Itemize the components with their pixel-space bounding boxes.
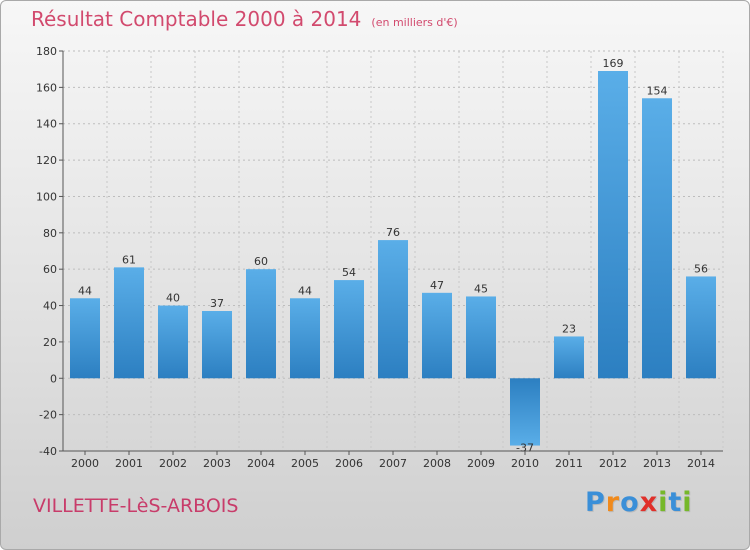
y-tick-label: 100 bbox=[36, 190, 57, 203]
value-label-2007: 76 bbox=[386, 226, 400, 239]
value-label-2001: 61 bbox=[122, 253, 136, 266]
bar-2006 bbox=[334, 280, 364, 379]
bar-2013 bbox=[642, 98, 672, 379]
y-tick-label: 140 bbox=[36, 118, 57, 131]
value-label-2009: 45 bbox=[474, 282, 488, 295]
value-label-2004: 60 bbox=[254, 255, 268, 268]
bar-2008 bbox=[422, 292, 452, 379]
chart-title: Résultat Comptable 2000 à 2014 (en millie… bbox=[31, 7, 458, 31]
bar-2005 bbox=[290, 298, 320, 379]
x-tick-label-2000: 2000 bbox=[71, 457, 99, 470]
bar-2012 bbox=[598, 71, 628, 379]
x-tick-label-2004: 2004 bbox=[247, 457, 275, 470]
bar-2000 bbox=[70, 298, 100, 379]
y-tick-label: 120 bbox=[36, 154, 57, 167]
proxiti-logo[interactable]: Proxiti bbox=[585, 487, 693, 518]
value-label-2005: 44 bbox=[298, 284, 312, 297]
value-label-2012: 169 bbox=[603, 57, 624, 70]
bar-2007 bbox=[378, 240, 408, 379]
logo-letter: o bbox=[620, 487, 640, 518]
bar-2002 bbox=[158, 305, 188, 379]
y-tick-label: 20 bbox=[43, 336, 57, 349]
logo-letter: t bbox=[668, 487, 683, 518]
x-tick-label-2006: 2006 bbox=[335, 457, 363, 470]
value-label-2003: 37 bbox=[210, 297, 224, 310]
y-tick-label: -20 bbox=[39, 409, 57, 422]
bar-2001 bbox=[114, 267, 144, 379]
bar-2003 bbox=[202, 311, 232, 379]
logo-letter: i bbox=[682, 487, 693, 518]
x-tick-label-2005: 2005 bbox=[291, 457, 319, 470]
y-tick-label: 0 bbox=[50, 372, 57, 385]
x-tick-label-2009: 2009 bbox=[467, 457, 495, 470]
x-tick-label-2002: 2002 bbox=[159, 457, 187, 470]
y-tick-label: 40 bbox=[43, 300, 57, 313]
bar-2010 bbox=[510, 378, 540, 446]
value-label-2014: 56 bbox=[694, 262, 708, 275]
value-label-2013: 154 bbox=[647, 84, 668, 97]
logo-letter: P bbox=[585, 487, 606, 518]
x-tick-label-2012: 2012 bbox=[599, 457, 627, 470]
x-tick-label-2003: 2003 bbox=[203, 457, 231, 470]
x-tick-label-2007: 2007 bbox=[379, 457, 407, 470]
value-label-2008: 47 bbox=[430, 279, 444, 292]
logo-letter: i bbox=[658, 487, 669, 518]
x-tick-label-2001: 2001 bbox=[115, 457, 143, 470]
x-tick-label-2008: 2008 bbox=[423, 457, 451, 470]
bar-2009 bbox=[466, 296, 496, 379]
x-tick-label-2014: 2014 bbox=[687, 457, 715, 470]
y-tick-label: 180 bbox=[36, 45, 57, 58]
y-tick-label: 60 bbox=[43, 263, 57, 276]
value-label-2011: 23 bbox=[562, 322, 576, 335]
x-tick-label-2011: 2011 bbox=[555, 457, 583, 470]
commune-name: VILLETTE-LèS-ARBOIS bbox=[33, 495, 239, 517]
x-tick-label-2010: 2010 bbox=[511, 457, 539, 470]
bar-2011 bbox=[554, 336, 584, 379]
value-label-2006: 54 bbox=[342, 266, 356, 279]
chart-title-text: Résultat Comptable 2000 à 2014 bbox=[31, 7, 362, 31]
y-tick-label: -40 bbox=[39, 445, 57, 458]
logo-letter: x bbox=[639, 487, 659, 518]
x-tick-label-2013: 2013 bbox=[643, 457, 671, 470]
bar-2014 bbox=[686, 276, 716, 379]
y-tick-label: 160 bbox=[36, 81, 57, 94]
chart-subtitle: (en milliers d'€) bbox=[371, 16, 458, 29]
value-label-2010: -37 bbox=[516, 442, 534, 455]
value-label-2000: 44 bbox=[78, 284, 92, 297]
y-tick-label: 80 bbox=[43, 227, 57, 240]
value-label-2002: 40 bbox=[166, 292, 180, 305]
logo-letter: r bbox=[605, 487, 621, 518]
bar-2004 bbox=[246, 269, 276, 379]
